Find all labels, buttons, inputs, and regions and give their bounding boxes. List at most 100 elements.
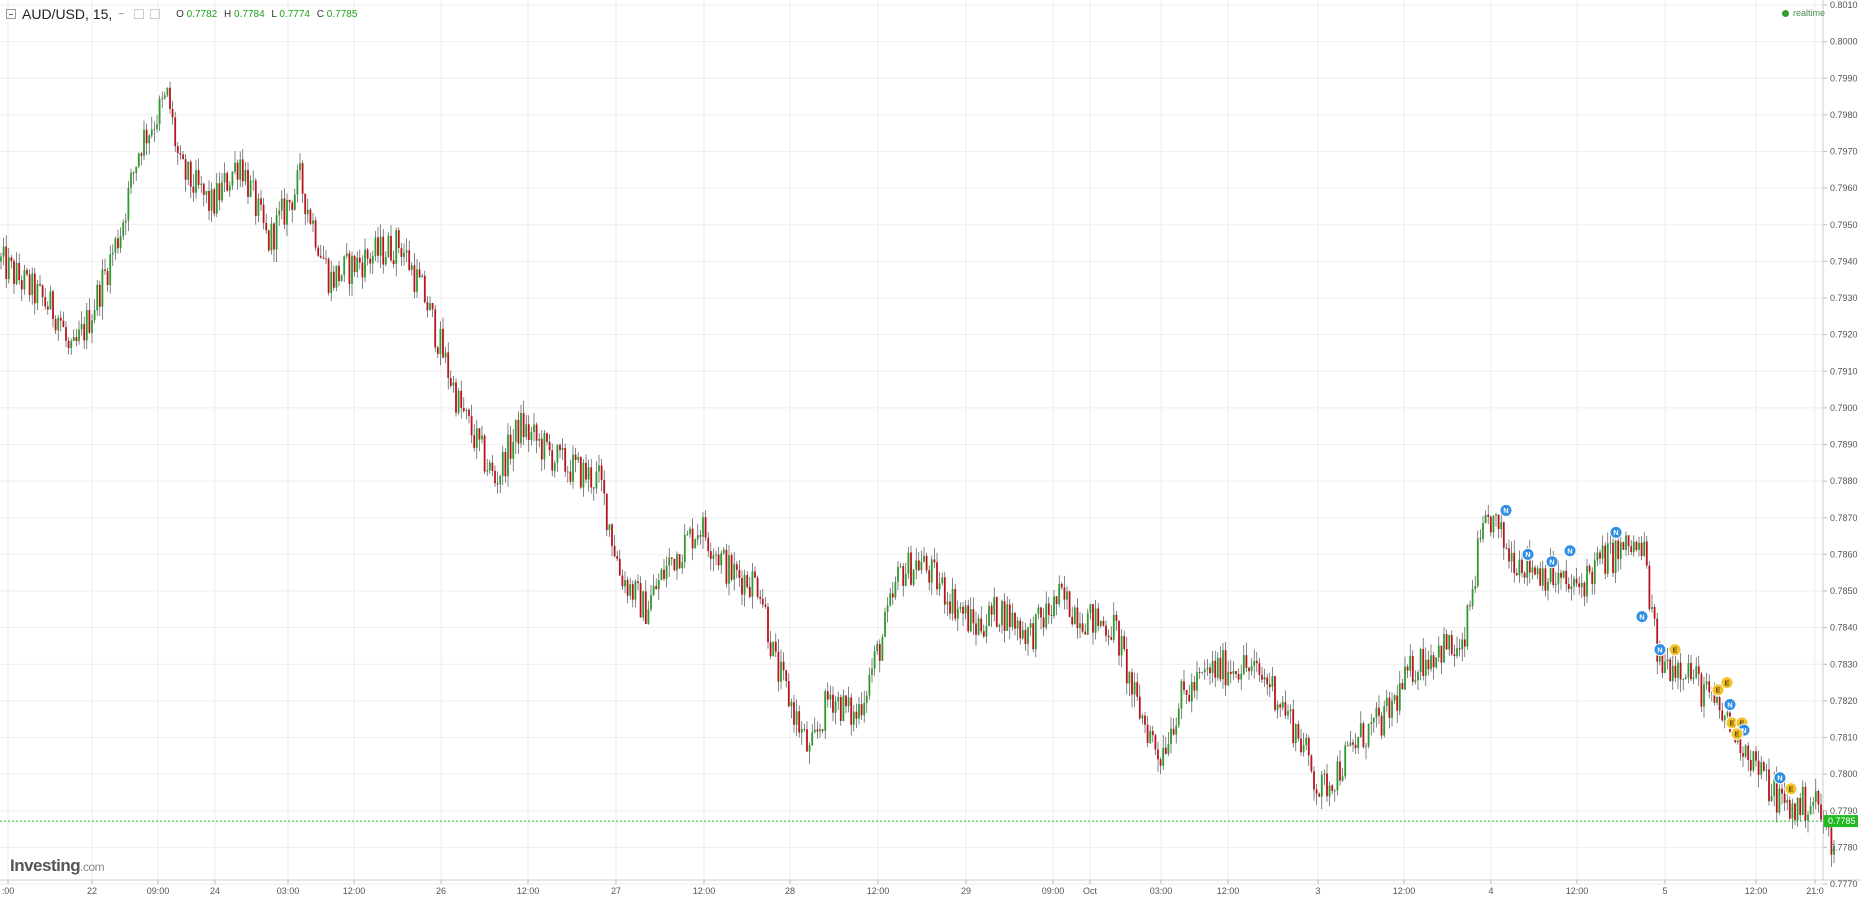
candle-body [548, 441, 551, 451]
candle-body [1066, 591, 1068, 600]
candle-body [447, 352, 450, 378]
economic-event-marker[interactable]: E [1730, 727, 1744, 741]
economic-event-marker[interactable]: E [1784, 782, 1798, 796]
collapse-legend-icon[interactable] [6, 9, 16, 19]
candle [1422, 637, 1425, 681]
candle-body [10, 257, 13, 262]
candle [969, 597, 972, 633]
close-icon[interactable] [150, 9, 161, 19]
candle-body [20, 280, 23, 290]
candle [1404, 656, 1406, 691]
candle [1528, 539, 1531, 584]
news-event-icon[interactable] [1545, 555, 1559, 569]
candle [1697, 655, 1700, 687]
candle-body [925, 555, 928, 571]
candle-body [579, 457, 582, 488]
news-event-marker[interactable]: N [1609, 525, 1623, 539]
symbol-caret-icon[interactable]: ~ [118, 8, 125, 20]
candle [80, 311, 83, 336]
candle-body [1804, 786, 1807, 821]
economic-event-marker[interactable]: E [1720, 676, 1734, 690]
candle [36, 279, 39, 311]
news-event-icon[interactable] [1499, 503, 1513, 517]
candle-body [192, 186, 195, 193]
candle-body [1583, 582, 1586, 597]
candle-body [1170, 728, 1172, 745]
candle-body [1133, 682, 1136, 695]
news-event-icon[interactable] [1653, 643, 1667, 657]
candle [33, 267, 36, 315]
candle [361, 255, 364, 289]
candle-body [1172, 728, 1175, 735]
candle [650, 584, 652, 612]
news-event-marker[interactable]: N [1635, 610, 1649, 624]
candle [205, 190, 208, 204]
candle-body [746, 575, 749, 587]
news-event-icon[interactable] [1723, 698, 1737, 712]
event-marker-label: E [1672, 645, 1677, 654]
economic-event-marker[interactable]: E [1668, 643, 1682, 657]
candle-body [1242, 655, 1245, 674]
candle-body [358, 257, 361, 263]
candle [247, 162, 249, 204]
economic-event-marker[interactable]: E [1711, 683, 1725, 697]
candle-body [1463, 639, 1466, 647]
news-event-icon[interactable] [1521, 547, 1535, 561]
economic-event-icon[interactable] [1730, 727, 1744, 741]
candle-body [1326, 773, 1328, 797]
economic-event-icon[interactable] [1711, 683, 1725, 697]
news-event-icon[interactable] [1563, 544, 1577, 558]
candle-body [1427, 659, 1430, 670]
candle-body [98, 284, 101, 307]
news-event-marker[interactable]: N [1499, 503, 1513, 517]
candle [1076, 598, 1079, 639]
candle [769, 630, 772, 660]
current-price-line: 0.7785 [0, 815, 1858, 828]
candle [943, 571, 946, 614]
candle [1723, 715, 1726, 729]
news-event-marker[interactable]: N [1545, 555, 1559, 569]
economic-event-icon[interactable] [1720, 676, 1734, 690]
candle-body [600, 465, 603, 481]
candle [52, 289, 54, 328]
candle [1536, 565, 1539, 579]
news-event-marker[interactable]: N [1563, 544, 1577, 558]
candle-body [793, 702, 795, 725]
news-event-icon[interactable] [1773, 771, 1787, 785]
candle-body [920, 561, 923, 571]
candle-body [1539, 568, 1542, 586]
news-event-icon[interactable] [1635, 610, 1649, 624]
news-event-marker[interactable]: N [1773, 771, 1787, 785]
candle-body [127, 187, 130, 221]
settings-icon[interactable] [134, 9, 145, 19]
news-event-marker[interactable]: N [1653, 643, 1667, 657]
economic-event-icon[interactable] [1668, 643, 1682, 657]
candle [54, 315, 57, 334]
candle-body [1606, 543, 1609, 574]
symbol-label[interactable]: AUD/USD, 15, [22, 6, 113, 22]
candle [275, 207, 278, 263]
candle [85, 302, 88, 350]
candle-body [33, 273, 36, 304]
news-event-marker[interactable]: N [1521, 547, 1535, 561]
economic-event-icon[interactable] [1784, 782, 1798, 796]
candle [806, 721, 808, 753]
candle-body [1224, 650, 1227, 686]
candle [1105, 620, 1107, 642]
news-event-marker[interactable]: N [1723, 698, 1737, 712]
candle-body [1765, 769, 1768, 771]
candle-body [1307, 737, 1310, 756]
candle [65, 321, 67, 348]
candle-body [824, 691, 827, 731]
candle-body [1149, 730, 1152, 743]
candle-body [449, 377, 452, 386]
candle [236, 159, 239, 190]
news-event-icon[interactable] [1609, 525, 1623, 539]
candle [512, 429, 515, 472]
candle [234, 151, 236, 175]
candle-body [1768, 769, 1770, 802]
candle-body [1136, 682, 1139, 697]
